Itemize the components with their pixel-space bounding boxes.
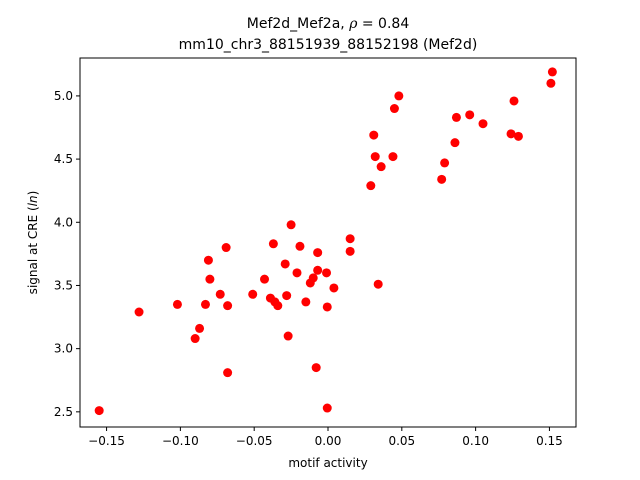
x-tick-label: −0.10 [162, 434, 199, 448]
chart-title-line2: mm10_chr3_88151939_88152198 (Mef2d) [179, 37, 478, 53]
data-point [440, 158, 450, 168]
data-point [546, 78, 556, 88]
plot-area-frame [79, 57, 577, 428]
data-point [329, 283, 339, 293]
data-points [94, 67, 557, 416]
x-tick-label: 0.10 [462, 434, 489, 448]
data-point [215, 289, 225, 299]
data-point [203, 255, 213, 265]
data-point [248, 289, 258, 299]
data-point [223, 301, 233, 311]
x-tick-label: 0.15 [536, 434, 563, 448]
y-tick-label: 3.5 [54, 278, 73, 292]
y-tick-label: 3.0 [54, 342, 73, 356]
data-point [134, 307, 144, 317]
y-axis-label: signal at CRE (ln) [26, 191, 40, 295]
y-tick-label: 4.0 [54, 215, 73, 229]
title-rho-symbol: ρ [348, 16, 358, 32]
data-point [280, 259, 290, 269]
chart-title-line1: Mef2d_Mef2a, ρ = 0.84 [247, 16, 410, 32]
data-point [437, 174, 447, 184]
data-point [205, 274, 215, 284]
data-point [308, 273, 318, 283]
data-point [286, 220, 296, 230]
data-point [478, 119, 488, 129]
y-axis: 2.5 3.0 3.5 4.0 4.5 5.0 [54, 89, 80, 419]
data-point [172, 299, 182, 309]
data-point [322, 268, 332, 278]
y-tick-label: 2.5 [54, 405, 73, 419]
data-point [295, 241, 305, 251]
title-prefix: Mef2d_Mef2a, [247, 16, 349, 32]
y-axis-label-italic: ln [26, 195, 40, 206]
data-point [283, 331, 293, 341]
data-point [370, 152, 380, 162]
data-point [369, 130, 379, 140]
data-point [506, 129, 516, 139]
data-point [450, 138, 460, 148]
data-point [313, 265, 323, 275]
data-point [465, 110, 475, 120]
data-point [223, 368, 233, 378]
data-point [322, 403, 332, 413]
data-point [268, 239, 278, 249]
data-point [311, 363, 321, 373]
data-point [373, 279, 383, 289]
data-point [221, 243, 231, 253]
data-point [260, 274, 270, 284]
data-point [513, 131, 523, 141]
data-point [345, 234, 355, 244]
y-tick-label: 5.0 [54, 89, 73, 103]
data-point [509, 96, 519, 106]
data-point [273, 301, 283, 311]
data-point [345, 246, 355, 256]
y-axis-label-prefix: signal at CRE ( [26, 206, 40, 294]
title-rho-value: = 0.84 [357, 16, 409, 32]
data-point [389, 104, 399, 114]
data-point [292, 268, 302, 278]
data-point [301, 297, 311, 307]
data-point [313, 248, 323, 258]
x-tick-label: 0.00 [315, 434, 342, 448]
x-tick-label: −0.05 [236, 434, 273, 448]
data-point [190, 334, 200, 344]
data-point [366, 181, 376, 191]
data-point [200, 299, 210, 309]
data-point [322, 302, 332, 312]
y-tick-label: 4.5 [54, 152, 73, 166]
x-axis: −0.15 −0.10 −0.05 0.00 0.05 0.10 0.15 [88, 427, 563, 448]
data-point [547, 67, 557, 77]
x-axis-label: motif activity [288, 456, 367, 470]
x-tick-label: 0.05 [388, 434, 415, 448]
data-point [388, 152, 398, 162]
data-point [376, 162, 386, 172]
data-point [451, 112, 461, 122]
data-point [394, 91, 404, 101]
data-point [195, 323, 205, 333]
data-point [94, 406, 104, 416]
y-axis-label-suffix: ) [26, 191, 40, 196]
x-tick-label: −0.15 [88, 434, 125, 448]
data-point [282, 291, 292, 301]
